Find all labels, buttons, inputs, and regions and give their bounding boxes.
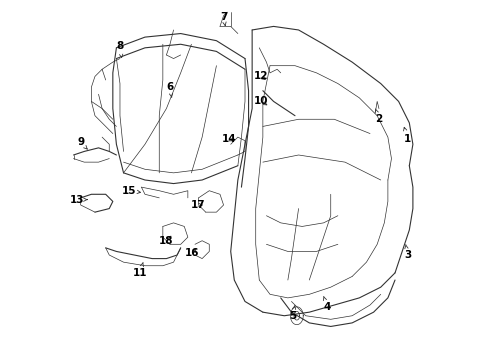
Text: 4: 4 <box>323 296 331 312</box>
Text: 10: 10 <box>254 96 269 107</box>
Text: 12: 12 <box>254 71 269 81</box>
Text: 17: 17 <box>191 200 206 210</box>
Text: 1: 1 <box>404 127 411 144</box>
Text: 7: 7 <box>220 13 227 26</box>
Text: 3: 3 <box>404 244 411 260</box>
Text: 15: 15 <box>122 186 141 196</box>
Text: 8: 8 <box>116 41 123 58</box>
Text: 11: 11 <box>132 262 147 278</box>
Text: 13: 13 <box>70 195 87 204</box>
Text: 14: 14 <box>221 134 236 144</box>
Text: 5: 5 <box>289 305 296 321</box>
Text: 18: 18 <box>159 236 173 246</box>
Text: 9: 9 <box>77 138 87 149</box>
Text: 16: 16 <box>185 248 199 258</box>
Text: 6: 6 <box>167 82 173 98</box>
Text: 2: 2 <box>375 109 383 124</box>
